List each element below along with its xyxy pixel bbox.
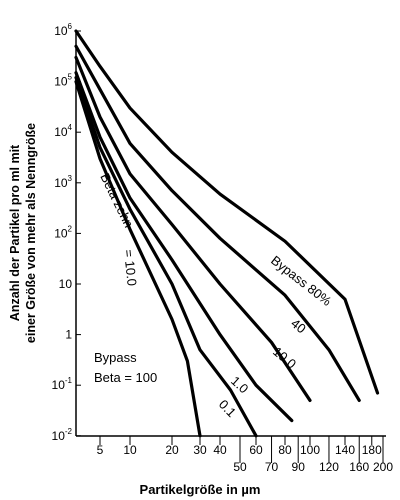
y-tick-label: 10-1	[52, 376, 73, 392]
curves	[74, 29, 380, 438]
y-tick-label: 104	[54, 123, 72, 139]
x-tick-label: 70	[265, 460, 279, 474]
x-tick-label: 160	[349, 460, 369, 474]
y-tick-label: 106	[54, 22, 72, 38]
x-tick-label: 40	[213, 443, 227, 457]
x-tick-label: 90	[292, 460, 306, 474]
x-tick-label: 100	[300, 443, 320, 457]
x-tick-label: 200	[373, 460, 393, 474]
x-tick-label: 80	[278, 443, 292, 457]
y-tick-label: 10-2	[52, 427, 73, 443]
series-line-beta-100	[74, 80, 202, 438]
x-tick-label: 30	[193, 443, 207, 457]
annotation-beta-eq-10: = 10.0	[121, 249, 140, 287]
series-line-40	[74, 44, 361, 403]
x-axis-title: Partikelgröße in µm	[140, 482, 261, 497]
x-tick-label: 5	[97, 443, 104, 457]
y-axis-title-line-1: Anzahl der Partikel pro ml mit	[8, 144, 22, 321]
annotation-beta-100: Beta = 100	[94, 370, 157, 385]
x-tick-label: 10	[123, 443, 137, 457]
x-tick-label: 180	[362, 443, 382, 457]
y-tick-label: 1	[65, 328, 72, 342]
series-line-0-1	[74, 75, 258, 438]
y-tick-label: 103	[54, 174, 72, 190]
x-tick-label: 120	[319, 460, 339, 474]
y-tick-label: 10	[59, 277, 73, 291]
x-tick-label: 20	[165, 443, 179, 457]
x-tick-label: 140	[335, 443, 355, 457]
series-line-10-0	[74, 55, 312, 403]
x-tick-label: 50	[233, 460, 247, 474]
series-line-1-0	[74, 71, 294, 423]
y-tick-label: 102	[54, 224, 72, 240]
annotation-bypass: Bypass	[94, 350, 137, 365]
series-line-bypass-80-	[74, 29, 380, 395]
x-ticks: 5 10 20 30 40 60 80 100 140 180 50 70 90 120 160 200	[97, 436, 393, 474]
x-tick-label: 60	[249, 443, 263, 457]
y-axis-title-line-2: einer Größe von mehr als Nenngröße	[24, 123, 38, 343]
y-tick-label: 105	[54, 73, 72, 89]
